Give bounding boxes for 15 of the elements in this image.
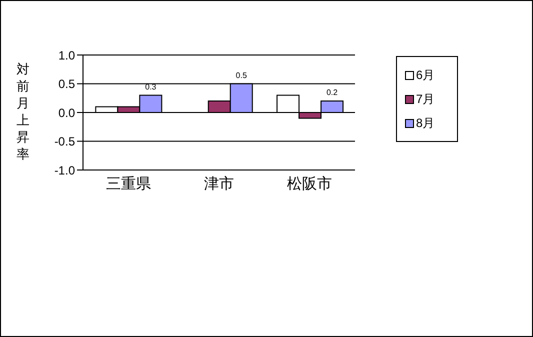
legend-label: 6月 (416, 66, 435, 84)
y-tick-label: 0.5 (58, 77, 76, 92)
data-label: 0.5 (236, 70, 248, 80)
x-tick-label: 三重県 (106, 176, 151, 193)
y-tick-label: -0.5 (54, 134, 76, 149)
y-tick-label: 0.0 (58, 106, 76, 120)
y-axis-title: 対前月上昇率 (16, 62, 30, 162)
x-tick-label: 津市 (204, 176, 234, 193)
data-label: 0.2 (326, 88, 338, 97)
x-tick-label: 松阪市 (287, 176, 332, 193)
y-tick-label: -1.0 (54, 163, 76, 178)
data-label: 0.3 (145, 82, 157, 92)
legend-label: 7月 (416, 90, 435, 108)
legend-label: 8月 (416, 114, 435, 132)
y-tick-label: 1.0 (58, 48, 76, 62)
